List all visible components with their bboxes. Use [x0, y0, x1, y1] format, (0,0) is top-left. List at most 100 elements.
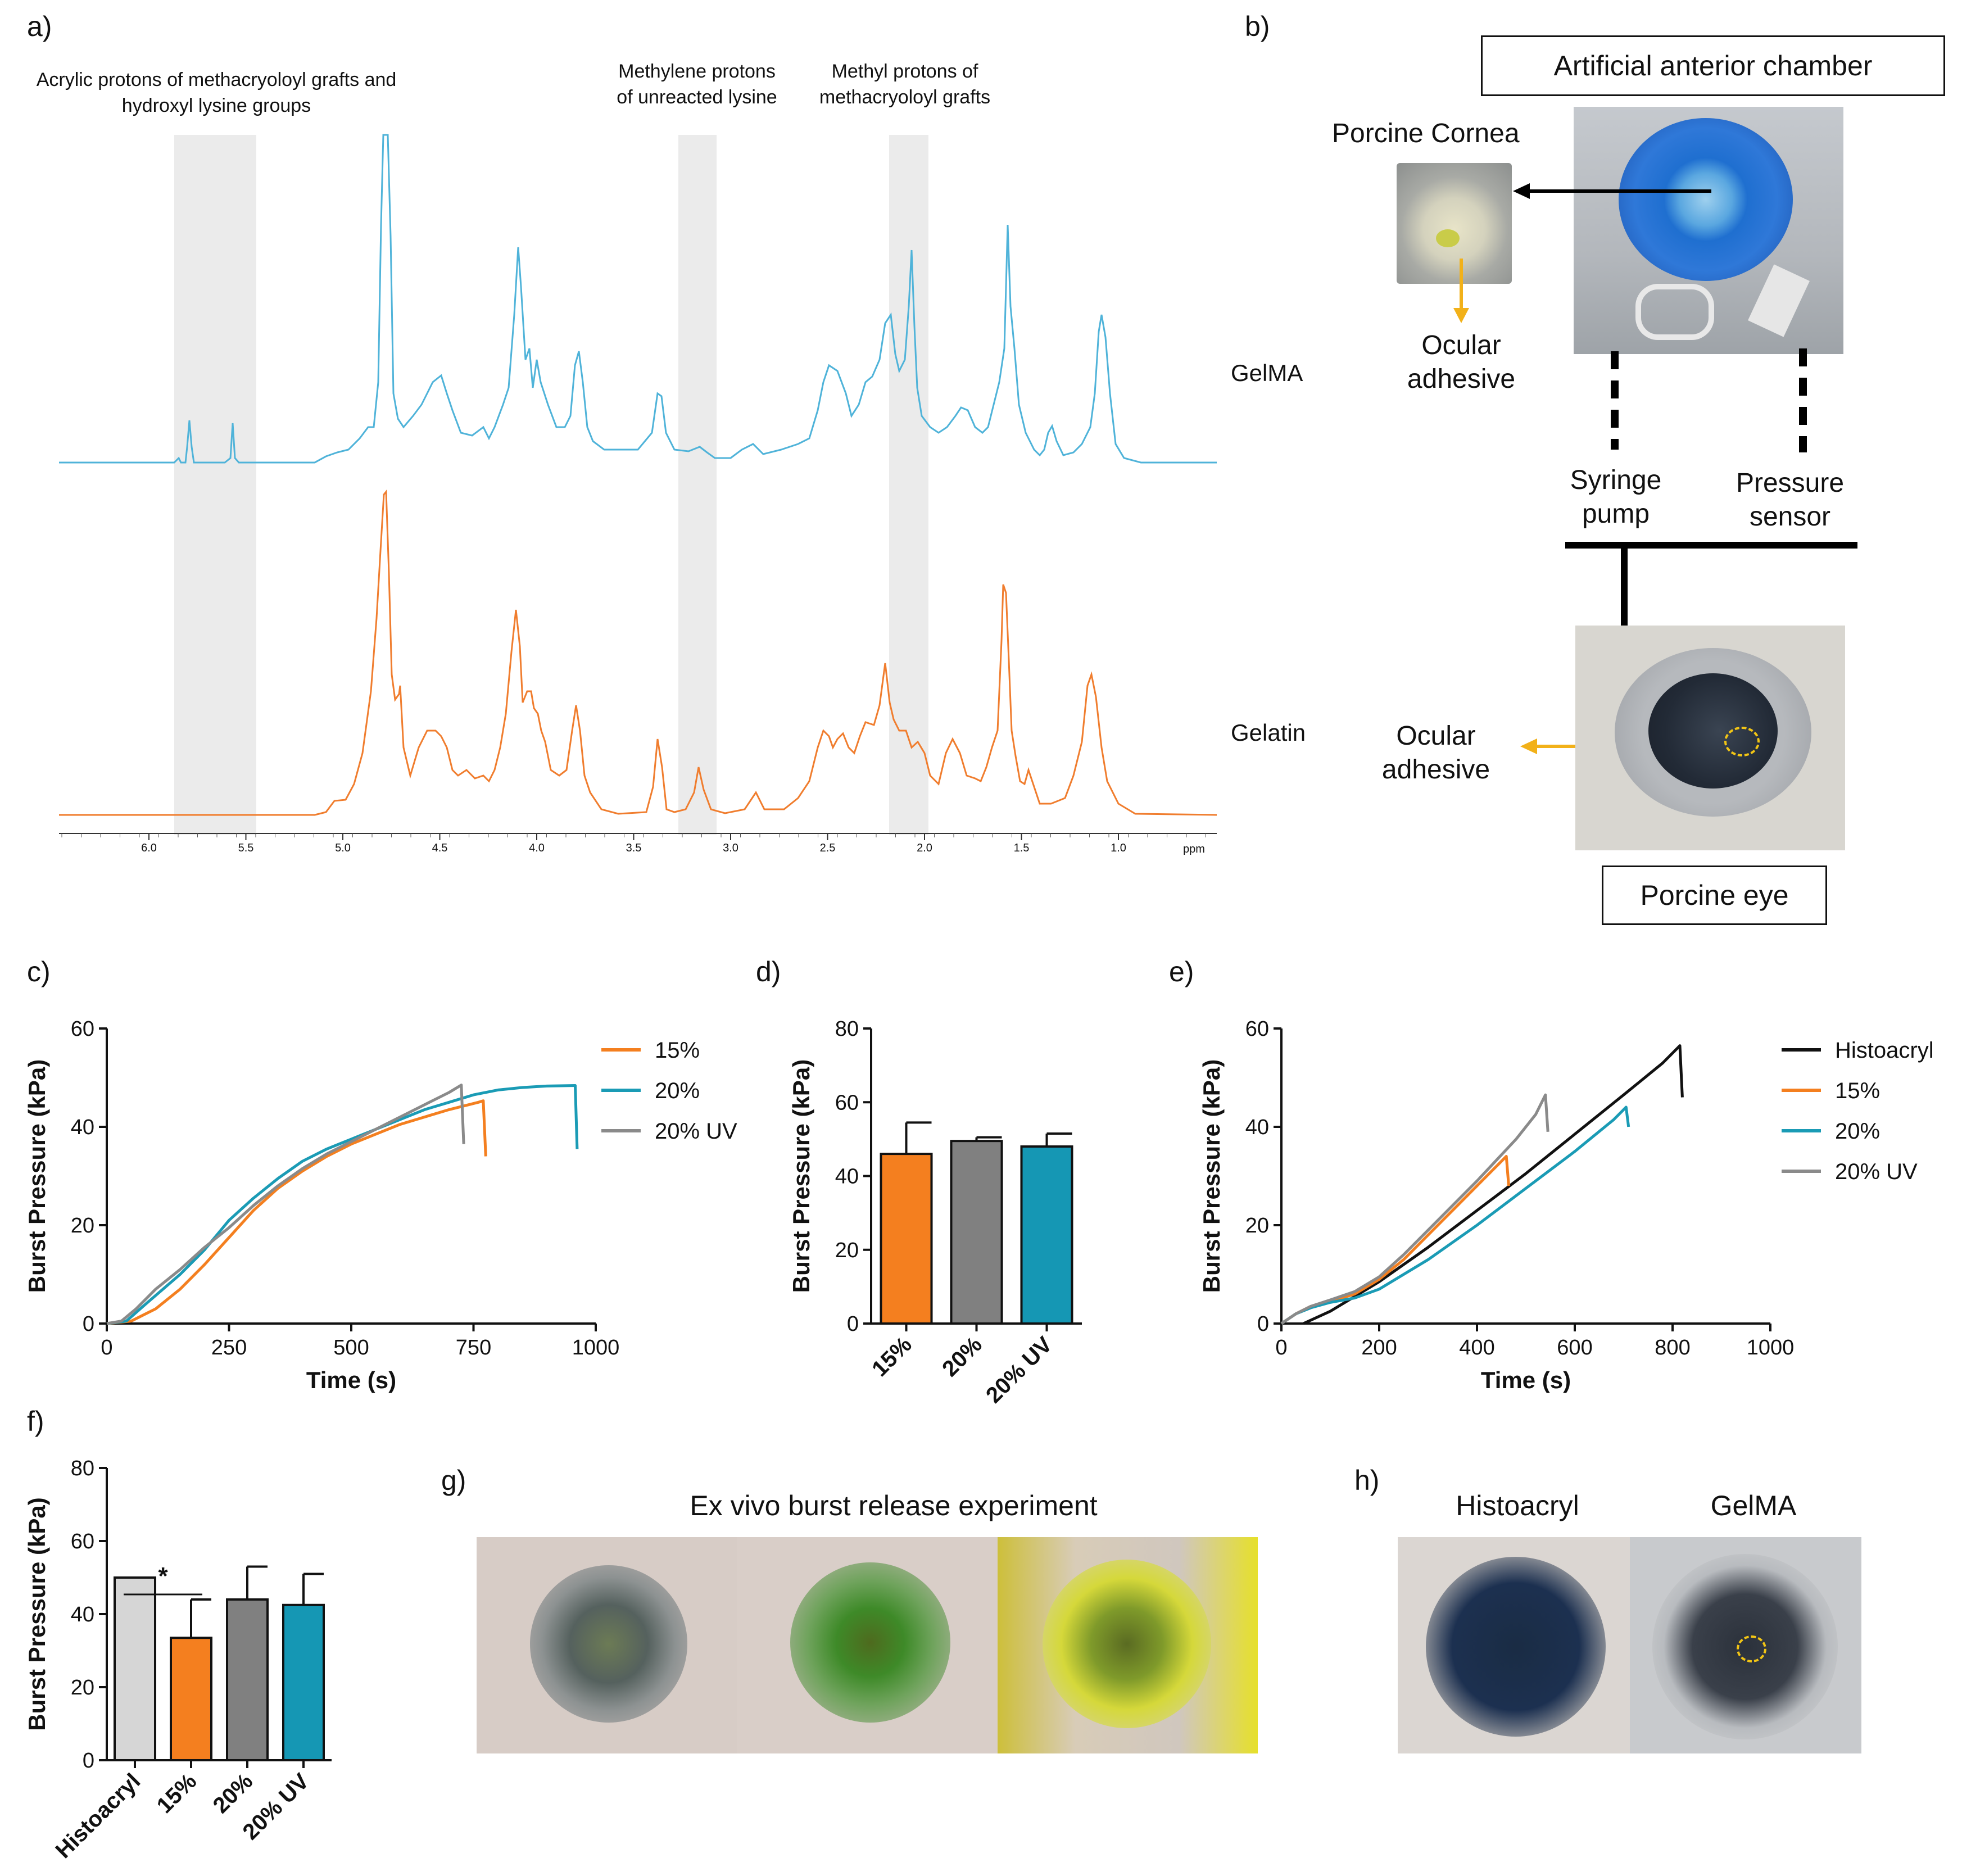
comparison-photo-strip: [1398, 1537, 1861, 1753]
burst-eye-3: [1042, 1560, 1211, 1728]
bar-20uv: [282, 1603, 325, 1761]
x-tick-label: 600: [1557, 1336, 1592, 1360]
gelatin-spectrum: [59, 489, 1217, 816]
x-axis-title: Time (s): [1481, 1367, 1571, 1393]
panel-label-c: c): [27, 956, 51, 987]
nmr-band-methyl: [889, 135, 928, 835]
histoacryl-eye: [1426, 1557, 1606, 1737]
y-tick-label: 0: [847, 1312, 859, 1336]
anterior-chamber-photo: [1574, 107, 1843, 354]
y-tick-label: 60: [71, 1017, 94, 1041]
y-tick-label: 0: [83, 1312, 94, 1336]
burst-eye-2: [790, 1562, 951, 1723]
porcine-cornea-photo: [1397, 163, 1512, 284]
panel-label-a: a): [27, 11, 52, 42]
burst-photos-title: Ex vivo burst release experiment: [690, 1490, 1098, 1521]
porcine-cornea-label: Porcine Cornea: [1332, 119, 1520, 148]
ocular-adhesive-top-label: Ocular adhesive: [1407, 330, 1516, 394]
y-axis-title: Burst Pressure (kPa): [24, 1497, 50, 1731]
comparison-label-histoacryl: Histoacryl: [1456, 1490, 1579, 1521]
eye-adhesive-marker: [1724, 727, 1760, 756]
burst-photo-1: [477, 1537, 737, 1753]
y-tick-label: 60: [71, 1530, 94, 1553]
cornea-adhesive-spot: [1436, 229, 1460, 247]
chamber-title-box: Artificial anterior chamber: [1481, 35, 1945, 96]
x-tick-label: 0: [1275, 1336, 1287, 1360]
y-axis-title: Burst Pressure (kPa): [1198, 1059, 1225, 1293]
panel-label-f: f): [27, 1406, 44, 1437]
x-tick-label: 400: [1459, 1336, 1494, 1360]
nmr-tick-label: 4.5: [432, 842, 448, 854]
x-axis-title: Time (s): [306, 1367, 396, 1393]
nmr-tick-label: 4.0: [529, 842, 545, 854]
category-label: 15%: [152, 1769, 202, 1818]
burst-eye-1: [530, 1565, 687, 1723]
porcine-eye-photo: [1575, 626, 1845, 850]
gelma-spectrum: [59, 134, 1217, 464]
nmr-tick-label: 2.5: [820, 842, 836, 854]
y-tick-label: 60: [1245, 1017, 1269, 1041]
eye-cornea: [1648, 673, 1778, 789]
nmr-tick-label: 2.0: [917, 842, 932, 854]
nmr-figure: 6.0 5.5 5.0 4.5 4.0 3.5 3.0 2.5 2.0 1.5 1.0: [59, 134, 1217, 854]
y-tick-label: 20: [71, 1214, 94, 1238]
setup-connectors: [1453, 183, 1857, 754]
panel-label-d: d): [756, 956, 781, 987]
y-tick-label: 40: [1245, 1116, 1269, 1139]
burst-photo-3: [997, 1537, 1258, 1753]
cornea-to-adhesive-arrowhead: [1453, 308, 1469, 323]
x-tick-label: 200: [1361, 1336, 1397, 1360]
legend-label: 15%: [1835, 1079, 1880, 1103]
nmr-tick-label: 3.0: [723, 842, 738, 854]
category-label: 15%: [867, 1332, 917, 1381]
series-line-20uv: [106, 1084, 465, 1325]
y-tick-label: 0: [1257, 1312, 1269, 1336]
bar-15: [170, 1637, 212, 1761]
nmr-tick-label: 1.0: [1111, 842, 1126, 854]
legend-label: 20% UV: [1835, 1159, 1918, 1184]
chamber-cap: [1619, 118, 1793, 281]
series-line-20: [106, 1084, 579, 1325]
legend-label: 15%: [655, 1038, 700, 1063]
bar-20uv: [1020, 1145, 1073, 1325]
x-tick-label: 1000: [1747, 1336, 1795, 1360]
y-tick-label: 20: [835, 1239, 859, 1262]
chart-c: 0 20 40 60 0 250 500 750 1000 Time (s) Burst Press…: [24, 1017, 737, 1393]
spectrum-label-gelma: GelMA: [1231, 360, 1303, 386]
legend-label: 20%: [1835, 1119, 1880, 1144]
category-label: 20% UV: [981, 1332, 1057, 1408]
series-line-histoacryl: [1303, 1044, 1684, 1325]
nmr-ticks: 6.0 5.5 5.0 4.5 4.0 3.5 3.0 2.5 2.0 1.5 1.0: [61, 833, 1206, 854]
y-tick-label: 0: [83, 1749, 94, 1773]
nmr-tick-label: 1.5: [1014, 842, 1030, 854]
y-tick-label: 40: [71, 1603, 94, 1626]
pressure-sensor-label: Pressure sensor: [1736, 468, 1845, 532]
chamber-tube-loop: [1635, 284, 1714, 340]
nmr-tick-label: 5.5: [238, 842, 254, 854]
nmr-annotation-methyl: Methyl protons of methacryoloyl grafts: [819, 61, 991, 108]
nmr-annotation-methylene: Methylene protons of unreacted lysine: [617, 61, 777, 108]
nmr-panel: 6.0 5.5 5.0 4.5 4.0 3.5 3.0 2.5 2.0 1.5 1.0: [0, 0, 1225, 877]
nmr-tick-label: 6.0: [141, 842, 157, 854]
category-label: 20%: [209, 1769, 258, 1818]
chart-d: 0 20 40 60 80 Burst Pressure (kPa) 15% 20%20% U…: [788, 1017, 1082, 1408]
series-line-20uv: [1280, 1093, 1549, 1325]
gelma-photo: [1629, 1537, 1861, 1753]
y-tick-label: 80: [835, 1017, 859, 1041]
chamber-to-cornea-arrowhead: [1513, 183, 1530, 199]
legend-label: 20% UV: [655, 1119, 737, 1144]
nmr-band-methylene: [678, 135, 717, 835]
legend-label: 20%: [655, 1079, 700, 1103]
x-tick-label: 750: [456, 1336, 491, 1360]
legend-label: Histoacryl: [1835, 1038, 1934, 1063]
significance-marker: *: [158, 1562, 168, 1590]
burst-photo-2: [737, 1537, 998, 1753]
panel-label-e: e): [1169, 956, 1194, 987]
category-label: Histoacryl: [51, 1769, 145, 1863]
series-line-20: [1280, 1105, 1630, 1325]
nmr-tick-label: 5.0: [335, 842, 351, 854]
chamber-title: Artificial anterior chamber: [1553, 50, 1873, 81]
eye-to-adhesive-arrowhead: [1520, 738, 1537, 754]
y-axis-title: Burst Pressure (kPa): [788, 1059, 814, 1293]
